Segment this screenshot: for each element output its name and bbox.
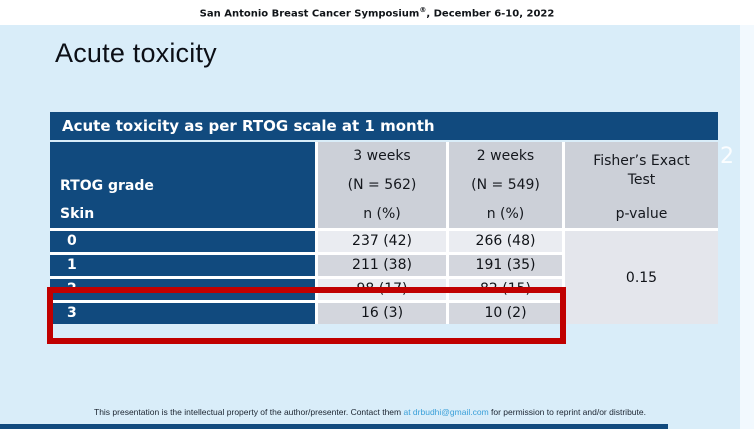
cell-3w-grade1: 211 (38) xyxy=(318,255,446,276)
footer-text-post: for permission to reprint and/or distrib… xyxy=(488,407,646,417)
grade-label-3: 3 xyxy=(50,303,315,324)
col-header-2-weeks: 2 weeks (N = 549) n (%) xyxy=(449,142,562,228)
col-header-2-weeks-label: 2 weeks xyxy=(476,148,535,165)
cell-2w-grade3: 10 (2) xyxy=(449,303,562,324)
cell-2w-grade0: 266 (48) xyxy=(449,231,562,252)
footer-text-pre: This presentation is the intellectual pr… xyxy=(94,407,404,417)
page-right-gutter xyxy=(740,25,754,429)
col-header-fisher-pvalue-label: p-value xyxy=(615,205,668,222)
col-header-3-weeks-npct: n (%) xyxy=(363,205,401,222)
col-header-3-weeks: 3 weeks (N = 562) n (%) xyxy=(318,142,446,228)
registered-mark: ® xyxy=(419,5,427,14)
row-header-skin: Skin xyxy=(60,206,95,222)
symposium-header-date: , December 6-10, 2022 xyxy=(426,8,555,20)
cell-2w-grade1: 191 (35) xyxy=(449,255,562,276)
symposium-header-text: San Antonio Breast Cancer Symposium xyxy=(199,8,420,20)
p-value-cell: 0.15 xyxy=(565,231,718,324)
col-header-fisher-line2: Test xyxy=(627,171,656,188)
row-header-cell: RTOG grade Skin xyxy=(50,142,315,228)
symposium-header: San Antonio Breast Cancer Symposium®, De… xyxy=(0,0,754,25)
col-header-2-weeks-n: (N = 549) xyxy=(471,177,540,193)
row-header-rtog-grade: RTOG grade xyxy=(60,178,154,194)
email-link[interactable]: at drbudhi@gmail.com xyxy=(403,407,489,417)
col-header-3-weeks-label: 3 weeks xyxy=(353,148,411,165)
col-header-2-weeks-npct: n (%) xyxy=(486,205,525,222)
bottom-navy-bar xyxy=(0,424,668,429)
grade-label-0: 0 xyxy=(50,231,315,252)
page-number: 2 xyxy=(720,144,734,169)
col-header-fisher-line1: Fisher’s Exact xyxy=(593,152,690,169)
table-grid: RTOG grade Skin 3 weeks (N = 562) n (%) … xyxy=(50,142,718,324)
footer: This presentation is the intellectual pr… xyxy=(0,407,740,417)
highlight-annotation-box xyxy=(47,287,566,344)
table-title: Acute toxicity as per RTOG scale at 1 mo… xyxy=(50,112,718,140)
col-header-3-weeks-n: (N = 562) xyxy=(347,177,417,193)
col-header-fisher: Fisher’s Exact Test p-value xyxy=(565,142,718,228)
grade-label-1: 1 xyxy=(50,255,315,276)
slide-title: Acute toxicity xyxy=(55,38,217,68)
toxicity-table: Acute toxicity as per RTOG scale at 1 mo… xyxy=(50,112,718,324)
cell-3w-grade0: 237 (42) xyxy=(318,231,446,252)
cell-3w-grade3: 16 (3) xyxy=(318,303,446,324)
